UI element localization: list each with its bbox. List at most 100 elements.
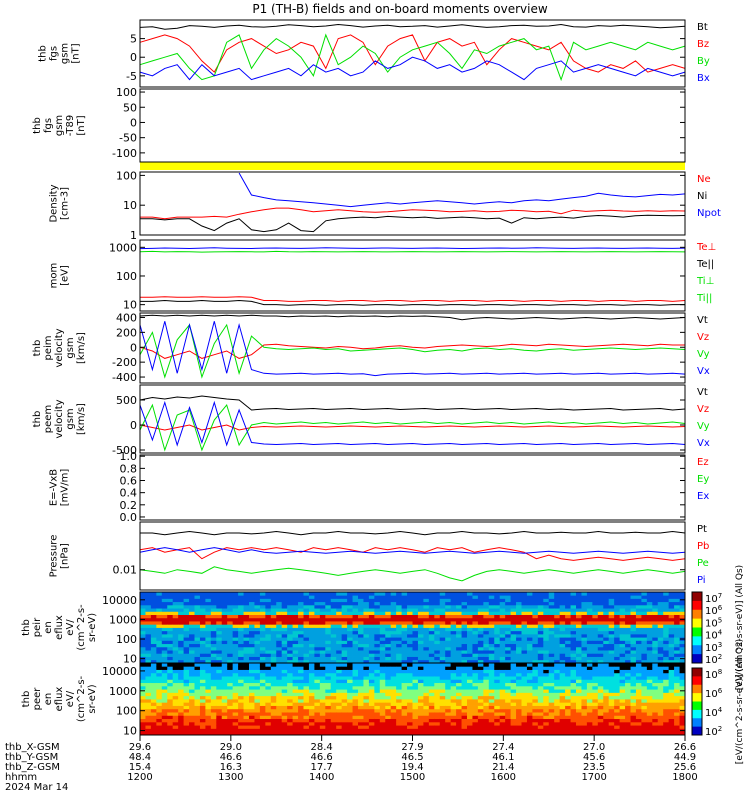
colorbar-segment xyxy=(692,684,702,694)
y-axis-label-line: [nT] xyxy=(71,43,82,63)
series-ve-3 xyxy=(139,400,686,447)
legend-item: By xyxy=(697,56,710,67)
series-pressure-1 xyxy=(139,547,686,561)
y-axis-label-line: mom xyxy=(49,263,60,289)
colorbar-exponent: 7 xyxy=(718,592,722,600)
y-tick-label: 0 xyxy=(130,116,137,129)
legend-item: Npot xyxy=(697,208,721,219)
y-axis-label: thb peem velocity gsm [km/s] xyxy=(32,399,87,438)
y-axis-label-line: thb xyxy=(21,691,32,708)
y-axis-label: mom [eV] xyxy=(49,263,71,289)
y-tick-label: -50 xyxy=(119,132,137,145)
colorbar-tick-label: 104 xyxy=(705,706,723,719)
y-tick-label: 10000 xyxy=(102,665,137,678)
x-axis-value: 1400 xyxy=(309,772,334,783)
series-ve-1 xyxy=(139,424,686,431)
y-axis-label: thb fgs gsm [nT] xyxy=(38,43,82,64)
y-axis-label-line: fgs xyxy=(49,46,60,61)
x-axis-value: 19.4 xyxy=(401,762,423,773)
y-axis-label-line: (cm^2-s- xyxy=(76,604,87,651)
legend-item: Vt xyxy=(697,315,708,326)
x-axis-row-label: hhmm xyxy=(5,772,37,783)
colorbar-tick-label: 105 xyxy=(705,616,722,629)
y-tick-label: 0 xyxy=(130,419,137,432)
y-tick-label: 400 xyxy=(116,311,137,324)
legend-item: Pe xyxy=(697,558,709,569)
legend-item: Pt xyxy=(697,524,707,535)
x-axis-value: 29.0 xyxy=(220,742,242,753)
series-fgs-0 xyxy=(139,23,686,30)
panel-frame xyxy=(139,521,686,591)
y-axis-label: thb fgs gsm -T89 [nT] xyxy=(32,115,87,137)
colorbar-segment xyxy=(692,709,702,719)
y-axis-label-line: en xyxy=(43,693,54,706)
spectrogram-peir xyxy=(140,592,686,664)
panel-peir: 10000 1000 100 10 thb peir en eflux eV/(cm^2-s-s… xyxy=(21,591,686,666)
legend-item: Vx xyxy=(697,366,710,377)
y-axis-label: Pressure [nPa] xyxy=(49,535,71,578)
colorbar-segment xyxy=(692,600,702,611)
series-ve-2 xyxy=(139,403,686,452)
colorbar-tick-label: 106 xyxy=(705,604,723,617)
legend-item: Ey xyxy=(697,474,709,485)
y-axis-label-line: [km/s] xyxy=(76,332,87,364)
y-tick-label: -5 xyxy=(126,70,137,83)
y-tick-label: 500 xyxy=(116,394,137,407)
x-axis-value: 1500 xyxy=(400,772,425,783)
y-axis-label-line: peim xyxy=(43,335,54,360)
y-axis-label-line: gsm xyxy=(65,337,76,358)
series-density-1 xyxy=(140,214,686,233)
x-axis-value: 1200 xyxy=(127,772,152,783)
legend-item: Te|| xyxy=(696,259,714,270)
y-tick-label: 0.01 xyxy=(113,564,138,577)
x-axis-value: 1300 xyxy=(218,772,243,783)
legend-item: Pb xyxy=(697,541,709,552)
y-tick-label: 1000 xyxy=(109,685,137,698)
y-tick-label: 1.0 xyxy=(120,450,138,463)
colorbar-exponent: 6 xyxy=(718,604,723,612)
legend-item: Vy xyxy=(697,349,710,360)
colorbar-segment xyxy=(692,592,702,602)
x-axis-value: 23.5 xyxy=(583,762,605,773)
y-axis-label-line: E=-VxB xyxy=(49,469,60,506)
legend-item: Bz xyxy=(697,39,709,50)
x-axis-value: 1700 xyxy=(581,772,606,783)
x-axis-value: 45.6 xyxy=(583,752,605,763)
legend-item: Ni xyxy=(697,191,707,202)
x-axis-value: 46.6 xyxy=(220,752,242,763)
y-axis-label-line: en xyxy=(43,621,54,634)
colorbar-segment xyxy=(692,654,702,664)
y-axis-label-line: peem xyxy=(43,405,54,433)
legend-item: Vz xyxy=(697,332,709,343)
x-axis-value: 44.9 xyxy=(674,752,696,763)
colorbar-exponent: 2 xyxy=(718,725,722,733)
y-axis-label-line: thb xyxy=(32,411,43,428)
y-tick-label: 100 xyxy=(116,705,137,718)
x-axis-value: 21.4 xyxy=(492,762,514,773)
series-vi-1 xyxy=(139,343,685,359)
colorbar-exponent: 4 xyxy=(718,629,723,637)
x-axis-row-label: thb_Y-GSM xyxy=(5,752,58,763)
y-axis-label-line: [cm-3] xyxy=(60,187,71,220)
series-pressure-3 xyxy=(139,547,686,554)
legend-item: Bt xyxy=(697,22,708,33)
series-vi-3 xyxy=(139,321,686,377)
y-tick-label: 5 xyxy=(130,33,137,46)
y-tick-label: -200 xyxy=(112,356,137,369)
panel-ve: 500 0 -500 thb peem velocity gsm [km/s] Vt Vz Vy Vx xyxy=(32,384,710,457)
y-axis-label-line: gsm xyxy=(65,408,76,429)
colorbar-tick-label: 106 xyxy=(705,687,723,700)
y-tick-label: 0.2 xyxy=(120,499,138,512)
panel-temp: 1000 100 10 mom [eV] Te⊥ Te|| Ti⊥ Ti|| xyxy=(49,239,716,312)
panel-frame xyxy=(139,19,686,88)
panel-pressure: 0.01 Pressure [nPa] Pt Pb Pe Pi xyxy=(49,521,709,591)
series-pressure-0 xyxy=(140,530,686,536)
y-axis-label-line: sr-eV) xyxy=(87,684,98,713)
colorbar-bottom: 108 106 104 102 [eV/(cm^2-s-sr-eV)] (All Qs) xyxy=(691,639,745,764)
y-tick-label: 200 xyxy=(116,326,137,339)
colorbar-exponent: 2 xyxy=(718,653,722,661)
legend-item: Ti⊥ xyxy=(696,276,714,287)
x-axis-value: 29.6 xyxy=(129,742,151,753)
x-axis-row-label: thb_Z-GSM xyxy=(5,762,60,773)
